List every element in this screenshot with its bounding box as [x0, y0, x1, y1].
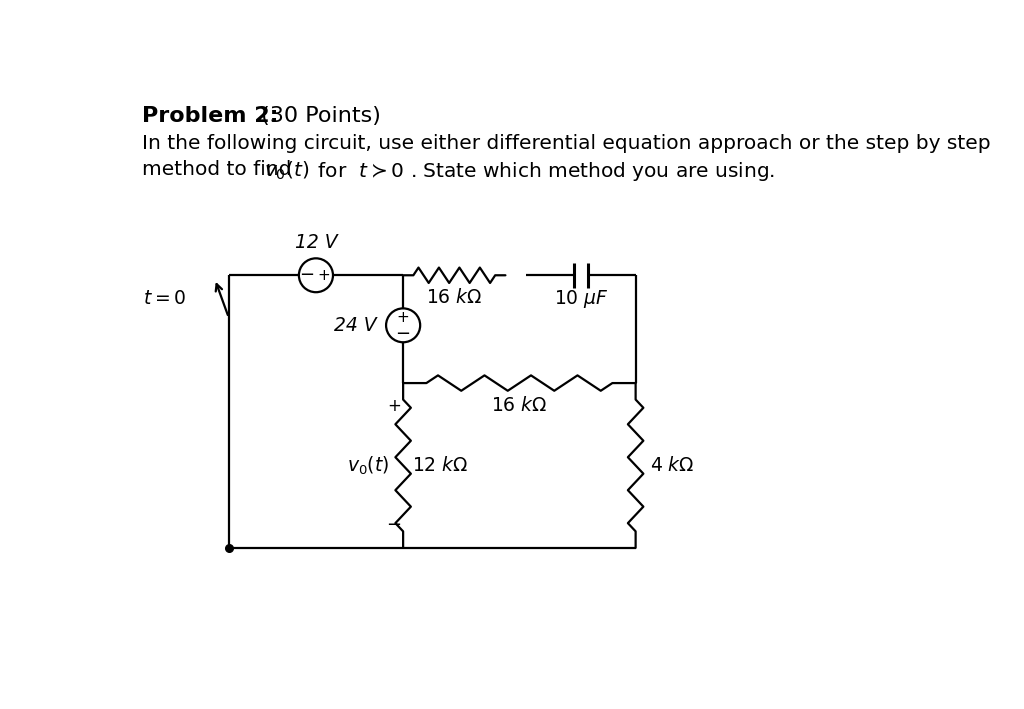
Text: method to find: method to find [142, 160, 298, 179]
Text: 4 $k\Omega$: 4 $k\Omega$ [649, 456, 694, 475]
Text: 10 $\mu F$: 10 $\mu F$ [554, 289, 608, 311]
Text: (30 Points): (30 Points) [254, 106, 381, 126]
Text: 12 $k\Omega$: 12 $k\Omega$ [413, 456, 469, 475]
Text: In the following circuit, use either differential equation approach or the step : In the following circuit, use either dif… [142, 135, 990, 153]
Text: +: + [396, 310, 410, 325]
Text: 16 $k\Omega$: 16 $k\Omega$ [426, 289, 482, 308]
Text: 24 V: 24 V [334, 316, 377, 335]
Text: $t = 0$: $t = 0$ [143, 289, 186, 308]
Text: 16 $k\Omega$: 16 $k\Omega$ [492, 396, 548, 415]
Text: −: − [395, 325, 411, 343]
Text: for  $t \succ 0$ . State which method you are using.: for $t \succ 0$ . State which method you… [305, 160, 775, 183]
Text: −: − [299, 267, 314, 284]
Text: +: + [387, 397, 400, 415]
Text: +: + [317, 268, 331, 283]
Text: 12 V: 12 V [295, 233, 337, 252]
Text: −: − [386, 516, 401, 534]
Text: $v_0(t)$: $v_0(t)$ [347, 454, 389, 476]
Text: $v_0(t)$: $v_0(t)$ [263, 160, 309, 182]
Text: Problem 2:: Problem 2: [142, 106, 279, 126]
